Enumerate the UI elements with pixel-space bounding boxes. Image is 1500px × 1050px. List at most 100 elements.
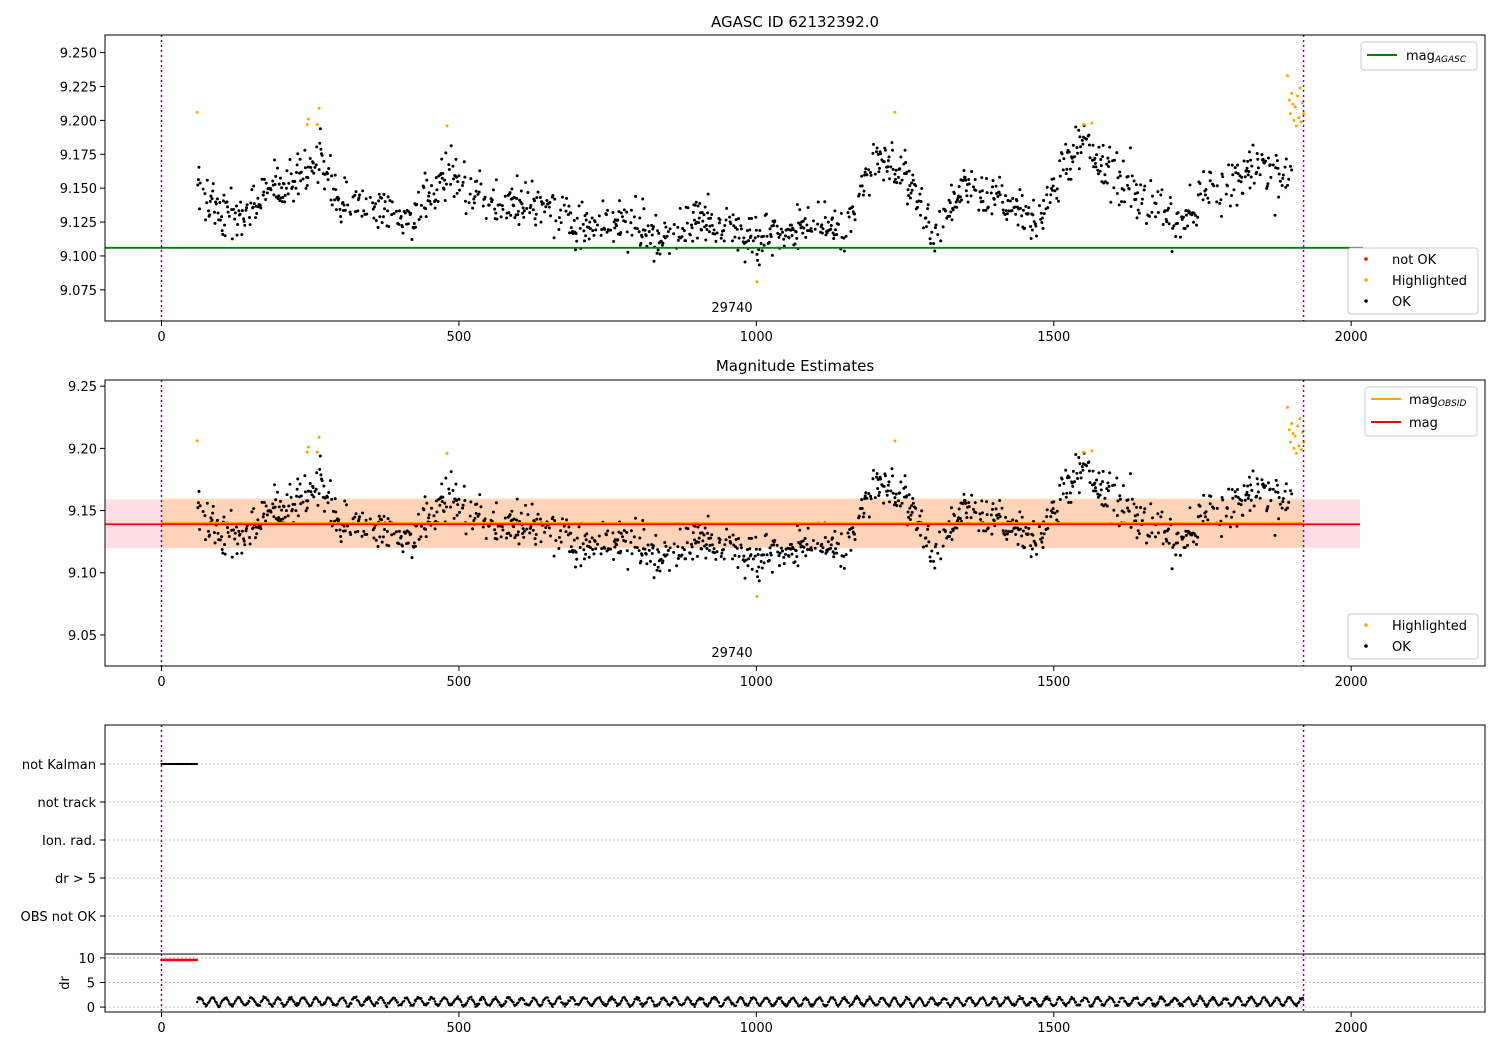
magnitude-ok-point: [906, 510, 910, 514]
agasc-ok-point: [260, 177, 264, 181]
magnitude-ok-point: [243, 543, 247, 547]
magnitude-ok-point: [666, 548, 670, 552]
magnitude-ok-point: [1013, 526, 1017, 530]
magnitude-ok-point: [909, 513, 913, 517]
magnitude-ok-point: [433, 527, 437, 531]
agasc-ok-point: [964, 189, 968, 193]
magnitude-ok-point: [977, 529, 981, 533]
magnitude-ok-point: [597, 534, 601, 538]
magnitude-ok-point: [1172, 543, 1176, 547]
agasc-ok-point: [951, 208, 955, 212]
agasc-ok-point: [554, 219, 558, 223]
magnitude-ok-point: [928, 555, 932, 559]
magnitude-ok-point: [893, 496, 897, 500]
magnitude-ok-point: [973, 501, 977, 505]
agasc-ok-point: [422, 185, 426, 189]
magnitude-ok-point: [877, 490, 881, 494]
agasc-ok-point: [1046, 206, 1050, 210]
agasc-ok-point: [329, 198, 333, 202]
magnitude-ok-point: [697, 540, 701, 544]
dr-point: [230, 1003, 233, 1006]
agasc-ok-point: [1107, 160, 1111, 164]
magnitude-ok-point: [634, 516, 638, 520]
magnitude-ok-point: [378, 535, 382, 539]
dr-point: [503, 1002, 507, 1005]
magnitude-ok-point: [1256, 490, 1260, 494]
agasc-ok-point: [262, 177, 266, 181]
magnitude-ok-point: [765, 553, 769, 557]
agasc-ok-point: [1284, 157, 1288, 161]
magnitude-ok-point: [980, 511, 984, 515]
magnitude-ok-point: [1280, 506, 1284, 510]
agasc-ok-point: [1143, 184, 1147, 188]
magnitude-ok-point: [770, 570, 774, 574]
agasc-ok-point: [919, 200, 923, 204]
dr-point: [984, 1001, 988, 1005]
magnitude-ok-point: [508, 513, 512, 517]
agasc-ok-point: [313, 165, 317, 169]
agasc-ok-point: [626, 250, 630, 254]
magnitude-ok-point: [801, 539, 805, 543]
agasc-ok-point: [989, 191, 993, 195]
dr-point: [408, 1001, 412, 1005]
agasc-ok-point: [1160, 188, 1164, 192]
dr-point: [876, 1002, 880, 1006]
magnitude-ok-point: [1137, 532, 1141, 536]
magnitude-ok-point: [1091, 469, 1095, 473]
agasc-ok-point: [330, 174, 334, 178]
magnitude-ok-point: [653, 563, 657, 567]
magnitude-ok-point: [362, 529, 366, 533]
agasc-ok-point: [276, 197, 280, 201]
magnitude-ok-point: [334, 510, 338, 514]
agasc-ok-point: [454, 157, 458, 161]
agasc-ok-point: [1142, 188, 1146, 192]
magnitude-ok-point: [703, 526, 707, 530]
magnitude-ok-point: [820, 550, 824, 554]
magnitude-ok-point: [528, 531, 532, 535]
agasc-ok-point: [832, 233, 836, 237]
agasc-ok-point: [963, 176, 967, 180]
magnitude-ok-point: [746, 564, 750, 568]
magnitude-ok-point: [811, 539, 815, 543]
agasc-ok-point: [1133, 192, 1137, 196]
agasc-ok-point: [495, 217, 499, 221]
agasc-ok-point: [1137, 211, 1141, 215]
agasc-ok-point: [707, 230, 711, 234]
magnitude-ok-point: [567, 525, 571, 529]
agasc-ok-point: [700, 228, 704, 232]
agasc-ok-point: [894, 177, 898, 181]
magnitude-ok-point: [1126, 498, 1130, 502]
magnitude-ok-point: [1258, 496, 1262, 500]
agasc-ok-point: [303, 148, 307, 152]
magnitude-ok-point: [569, 545, 573, 549]
agasc-ok-point: [739, 224, 743, 228]
agasc-ytick-label: 9.100: [60, 250, 97, 265]
agasc-ok-point: [1233, 166, 1237, 170]
agasc-ok-point: [1015, 199, 1019, 203]
magnitude-ok-point: [710, 543, 714, 547]
magnitude-ok-point: [579, 564, 583, 568]
magnitude-ok-point: [778, 564, 782, 568]
magnitude-ok-point: [861, 515, 865, 519]
magnitude-ok-point: [1097, 471, 1101, 475]
magnitude-ok-point: [538, 517, 542, 521]
magnitude-ok-point: [1241, 513, 1245, 517]
dr-point: [683, 1001, 686, 1004]
magnitude-ok-point: [525, 527, 529, 531]
magnitude-ok-point: [259, 527, 263, 531]
agasc-ok-point: [1130, 174, 1134, 178]
agasc-ok-point: [338, 207, 342, 211]
magnitude-ok-point: [688, 551, 692, 555]
magnitude-ok-point: [1020, 534, 1024, 538]
agasc-ok-point: [1057, 199, 1061, 203]
agasc-ok-point: [283, 193, 287, 197]
magnitude-highlighted-point: [1296, 424, 1300, 428]
agasc-ok-point: [386, 195, 390, 199]
magnitude-ok-point: [907, 515, 911, 519]
magnitude-ok-point: [457, 497, 461, 501]
magnitude-ok-point: [468, 514, 472, 518]
magnitude-ok-point: [798, 542, 802, 546]
magnitude-ok-point: [708, 543, 712, 547]
agasc-ok-point: [1172, 224, 1176, 228]
magnitude-ok-point: [568, 550, 572, 554]
